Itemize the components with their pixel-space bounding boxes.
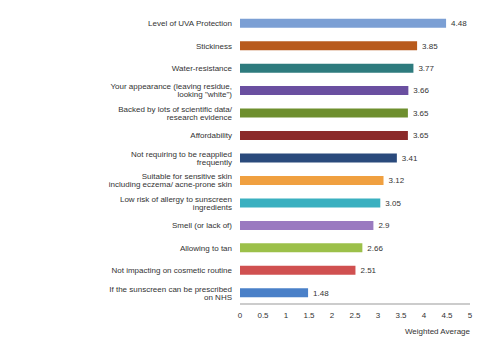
svg-text:Your appearance (leaving resid: Your appearance (leaving residue,looking… bbox=[110, 82, 232, 99]
svg-text:Stickiness: Stickiness bbox=[196, 42, 232, 51]
svg-text:3: 3 bbox=[376, 311, 381, 320]
svg-text:Backed by lots of scientific d: Backed by lots of scientific data/resear… bbox=[118, 105, 233, 122]
svg-text:Affordability: Affordability bbox=[190, 131, 232, 140]
svg-text:Water-resistance: Water-resistance bbox=[172, 64, 233, 73]
svg-text:3.12: 3.12 bbox=[389, 176, 405, 185]
svg-text:2.66: 2.66 bbox=[367, 244, 383, 253]
svg-text:1.48: 1.48 bbox=[313, 289, 329, 298]
svg-text:3.85: 3.85 bbox=[422, 42, 438, 51]
svg-text:0: 0 bbox=[238, 311, 243, 320]
svg-text:2: 2 bbox=[330, 311, 335, 320]
svg-text:If the sunscreen can be prescr: If the sunscreen can be prescribedon NHS bbox=[109, 285, 232, 302]
svg-text:2.9: 2.9 bbox=[378, 221, 390, 230]
svg-text:1: 1 bbox=[284, 311, 289, 320]
svg-text:3.41: 3.41 bbox=[402, 154, 418, 163]
svg-text:3.65: 3.65 bbox=[413, 131, 429, 140]
svg-text:1.5: 1.5 bbox=[303, 311, 315, 320]
svg-text:4.48: 4.48 bbox=[451, 19, 467, 28]
svg-text:Not impacting on cosmetic rout: Not impacting on cosmetic routine bbox=[112, 266, 233, 275]
svg-text:2.5: 2.5 bbox=[349, 311, 361, 320]
svg-text:Weighted Average: Weighted Average bbox=[405, 327, 471, 336]
svg-text:3.66: 3.66 bbox=[413, 86, 429, 95]
svg-text:Level of UVA Protection: Level of UVA Protection bbox=[148, 19, 232, 28]
svg-text:Suitable for sensitive skininc: Suitable for sensitive skinincluding ecz… bbox=[109, 172, 232, 189]
svg-text:2.51: 2.51 bbox=[360, 266, 376, 275]
svg-text:Allowing to tan: Allowing to tan bbox=[180, 244, 232, 253]
svg-text:Low risk of allergy to sunscre: Low risk of allergy to sunscreeningredie… bbox=[120, 195, 232, 212]
svg-text:3.05: 3.05 bbox=[385, 199, 401, 208]
svg-text:4: 4 bbox=[422, 311, 427, 320]
svg-text:3.5: 3.5 bbox=[395, 311, 407, 320]
svg-text:3.77: 3.77 bbox=[418, 64, 434, 73]
svg-text:Smell (or lack of): Smell (or lack of) bbox=[172, 221, 232, 230]
svg-text:4.5: 4.5 bbox=[441, 311, 453, 320]
svg-text:0.5: 0.5 bbox=[257, 311, 269, 320]
svg-text:Not requiring to be reappliedf: Not requiring to be reappliedfrequently bbox=[131, 150, 232, 167]
svg-text:5: 5 bbox=[468, 311, 473, 320]
svg-text:3.65: 3.65 bbox=[413, 109, 429, 118]
